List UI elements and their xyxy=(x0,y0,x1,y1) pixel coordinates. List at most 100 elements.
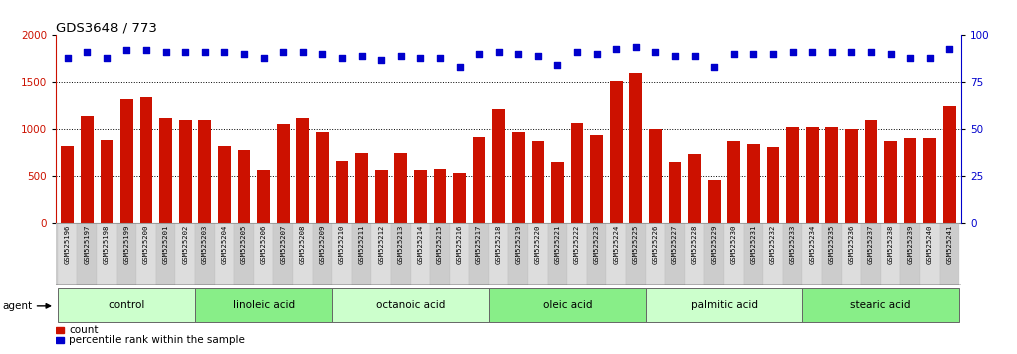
Bar xyxy=(433,169,446,223)
Text: GSM525202: GSM525202 xyxy=(182,225,188,264)
Bar xyxy=(61,146,74,223)
Text: GSM525215: GSM525215 xyxy=(437,225,443,264)
Bar xyxy=(610,81,622,223)
Text: GDS3648 / 773: GDS3648 / 773 xyxy=(56,21,157,34)
Point xyxy=(745,51,762,57)
Text: GSM525234: GSM525234 xyxy=(810,225,816,264)
Point xyxy=(824,50,840,55)
Text: GSM525198: GSM525198 xyxy=(104,225,110,264)
Bar xyxy=(767,147,779,223)
Text: GSM525219: GSM525219 xyxy=(516,225,522,264)
Bar xyxy=(101,139,113,223)
Bar xyxy=(160,118,172,223)
Text: GSM525197: GSM525197 xyxy=(84,225,91,264)
Bar xyxy=(195,287,333,322)
Bar xyxy=(528,223,548,285)
Bar xyxy=(587,223,606,285)
Point xyxy=(452,64,468,70)
Text: GSM525199: GSM525199 xyxy=(123,225,129,264)
Point xyxy=(471,51,487,57)
Bar xyxy=(763,223,783,285)
Bar xyxy=(454,173,466,223)
Point xyxy=(647,50,663,55)
Point xyxy=(314,51,331,57)
Bar xyxy=(257,171,270,223)
Text: GSM525237: GSM525237 xyxy=(868,225,874,264)
Bar xyxy=(802,287,959,322)
Point xyxy=(589,51,605,57)
Bar xyxy=(195,223,215,285)
Bar xyxy=(473,137,485,223)
Text: GSM525229: GSM525229 xyxy=(711,225,717,264)
Bar xyxy=(411,223,430,285)
Point xyxy=(217,50,233,55)
Bar xyxy=(215,223,234,285)
Bar xyxy=(81,116,94,223)
Bar xyxy=(179,120,191,223)
Text: GSM525240: GSM525240 xyxy=(926,225,933,264)
Point xyxy=(511,51,527,57)
Point xyxy=(862,50,879,55)
Bar xyxy=(56,337,64,343)
Bar xyxy=(724,223,743,285)
Text: agent: agent xyxy=(2,301,33,311)
Text: GSM525205: GSM525205 xyxy=(241,225,247,264)
Bar xyxy=(293,223,312,285)
Bar xyxy=(238,150,250,223)
Point xyxy=(706,64,722,70)
Bar xyxy=(312,223,333,285)
Text: GSM525218: GSM525218 xyxy=(495,225,501,264)
Bar xyxy=(156,223,176,285)
Bar xyxy=(822,223,841,285)
Bar xyxy=(136,223,156,285)
Bar xyxy=(430,223,450,285)
Bar xyxy=(58,223,77,285)
Bar xyxy=(826,127,838,223)
Bar xyxy=(904,138,916,223)
Bar xyxy=(668,162,681,223)
Bar xyxy=(940,223,959,285)
Bar xyxy=(414,171,427,223)
Bar xyxy=(684,223,705,285)
Bar xyxy=(727,141,740,223)
Bar xyxy=(234,223,254,285)
Bar xyxy=(139,97,153,223)
Bar xyxy=(512,132,525,223)
Bar xyxy=(316,132,328,223)
Bar xyxy=(120,99,133,223)
Bar xyxy=(117,223,136,285)
Point xyxy=(177,50,193,55)
Point xyxy=(549,63,565,68)
Point xyxy=(921,55,938,61)
Text: percentile rank within the sample: percentile rank within the sample xyxy=(69,335,245,345)
Bar xyxy=(492,109,505,223)
Text: GSM525235: GSM525235 xyxy=(829,225,835,264)
Bar xyxy=(920,223,940,285)
Point xyxy=(393,53,409,59)
Point xyxy=(118,47,134,53)
Text: GSM525204: GSM525204 xyxy=(222,225,228,264)
Bar xyxy=(355,153,368,223)
Bar xyxy=(630,73,642,223)
Bar xyxy=(786,127,799,223)
Bar xyxy=(567,223,587,285)
Bar xyxy=(649,129,662,223)
Text: GSM525221: GSM525221 xyxy=(554,225,560,264)
Point xyxy=(196,50,213,55)
Bar xyxy=(274,223,293,285)
Bar xyxy=(450,223,469,285)
Text: GSM525196: GSM525196 xyxy=(65,225,71,264)
Text: GSM525200: GSM525200 xyxy=(143,225,149,264)
Bar xyxy=(508,223,528,285)
Point xyxy=(726,51,742,57)
Bar xyxy=(371,223,391,285)
Point xyxy=(99,55,115,61)
Bar xyxy=(943,106,956,223)
Point xyxy=(530,53,546,59)
Bar xyxy=(176,223,195,285)
Bar xyxy=(646,223,665,285)
Point xyxy=(843,50,859,55)
Bar xyxy=(277,124,290,223)
Bar xyxy=(743,223,763,285)
Bar xyxy=(333,287,489,322)
